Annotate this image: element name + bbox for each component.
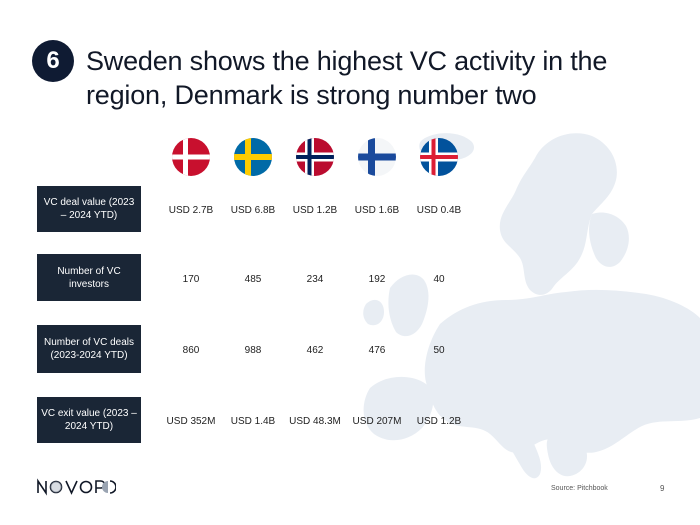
cell-deal-value-iceland: USD 0.4B [416, 205, 462, 216]
section-number: 6 [46, 47, 60, 74]
row-label-exit-value: VC exit value (2023 – 2024 YTD) [37, 397, 141, 443]
cell-deal-value-finland: USD 1.6B [354, 205, 400, 216]
cell-investors-norway: 234 [306, 274, 324, 285]
cell-deals-iceland: 50 [433, 345, 445, 356]
europe-map-background [363, 133, 700, 479]
cell-deals-finland: 476 [368, 345, 386, 356]
page-number: 9 [660, 484, 665, 493]
cell-deal-value-denmark: USD 2.7B [168, 205, 214, 216]
cell-deals-sweden: 988 [244, 345, 262, 356]
cell-investors-iceland: 40 [433, 274, 445, 285]
finland-flag-icon [358, 138, 396, 176]
row-label-deal-value: VC deal value (2023 – 2024 YTD) [37, 186, 141, 232]
cell-deals-norway: 462 [306, 345, 324, 356]
sweden-flag-icon [234, 138, 272, 176]
denmark-flag-icon [172, 138, 210, 176]
cell-exit-value-norway: USD 48.3M [289, 416, 341, 427]
cell-investors-sweden: 485 [244, 274, 262, 285]
source-note: Source: Pitchbook [551, 485, 608, 492]
cell-investors-finland: 192 [368, 274, 386, 285]
cell-exit-value-denmark: USD 352M [166, 416, 216, 427]
cell-exit-value-sweden: USD 1.4B [230, 416, 276, 427]
novopo-logo [37, 478, 116, 496]
cell-deal-value-sweden: USD 6.8B [230, 205, 276, 216]
row-label-investors: Number of VC investors [37, 254, 141, 301]
cell-exit-value-finland: USD 207M [352, 416, 402, 427]
cell-exit-value-iceland: USD 1.2B [416, 416, 462, 427]
cell-deal-value-norway: USD 1.2B [292, 205, 338, 216]
cell-investors-denmark: 170 [182, 274, 200, 285]
page-title: Sweden shows the highest VC activity in … [86, 46, 608, 110]
norway-flag-icon [296, 138, 334, 176]
iceland-flag-icon [420, 138, 458, 176]
section-number-badge: 6 [32, 40, 74, 82]
cell-deals-denmark: 860 [182, 345, 200, 356]
row-label-deals: Number of VC deals (2023-2024 YTD) [37, 325, 141, 373]
